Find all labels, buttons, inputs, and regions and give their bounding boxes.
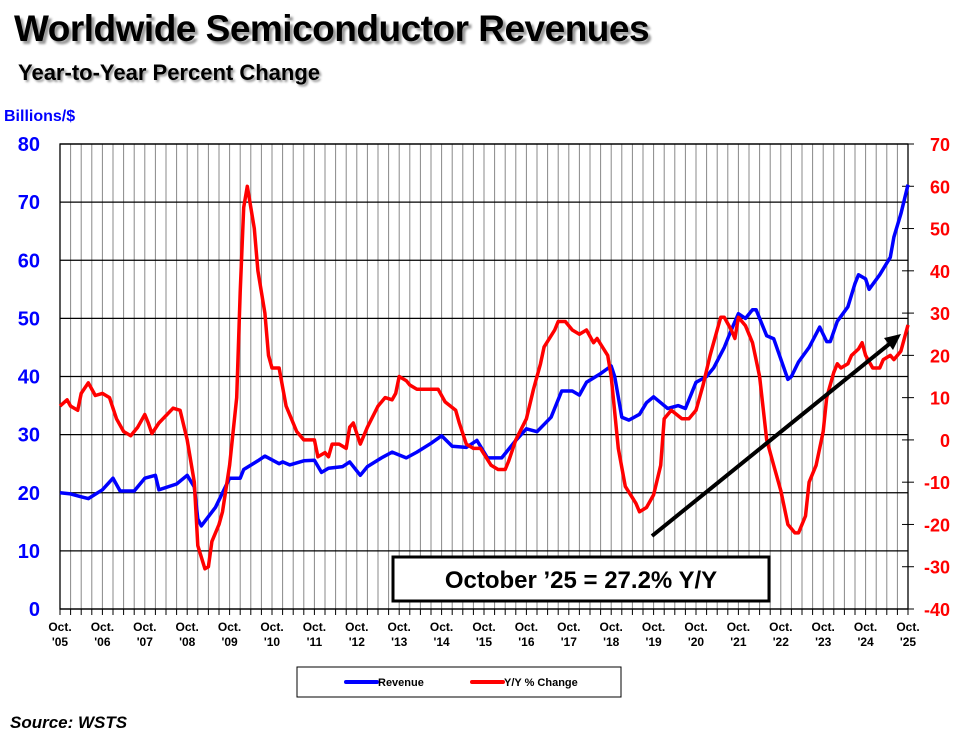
right-axis-tick-label: 10 — [930, 389, 950, 409]
left-axis-tick-label: 80 — [18, 134, 40, 156]
right-axis-tick-label: 50 — [930, 220, 950, 240]
right-axis-tick-label: 70 — [930, 135, 950, 155]
left-axis-tick-label: 10 — [18, 541, 40, 563]
x-axis-tick-label: Oct. '23 — [812, 620, 835, 649]
x-axis-tick-label: Oct. '17 — [557, 620, 580, 649]
right-axis-tick-label: 30 — [930, 304, 950, 324]
left-axis-tick-label: 30 — [18, 425, 40, 447]
chart-title: Worldwide Semiconductor Revenues — [14, 8, 650, 49]
left-axis-tick-label: 40 — [18, 367, 40, 389]
right-axis-tick-label: -10 — [924, 473, 950, 493]
x-axis-tick-label: Oct. '25 — [896, 620, 919, 649]
x-axis-tick-label: Oct. '06 — [91, 620, 114, 649]
axes: 0 10 20 30 40 50 60 70 80 -40 -30 -20 -10 0 10 20 30 40 50… — [18, 134, 950, 649]
yoy-change-line — [58, 184, 910, 571]
x-axis-tick-label: Oct. '14 — [430, 620, 453, 649]
right-axis-tick-label: 0 — [940, 431, 950, 451]
x-axis-tick-label: Oct. '15 — [472, 620, 495, 649]
right-axis-tick-label: 40 — [930, 262, 950, 282]
left-axis-tick-label: 20 — [18, 483, 40, 505]
annotation-text: October ’25 = 27.2% Y/Y — [445, 567, 717, 594]
x-axis-tick-label: Oct. '11 — [303, 620, 326, 649]
left-axis-tick-label: 0 — [29, 599, 40, 621]
plot-border — [59, 143, 909, 610]
grid — [59, 143, 909, 610]
left-axis-tick-label: 50 — [18, 308, 40, 330]
legend: Revenue Y/Y % Change — [296, 666, 622, 698]
x-axis-tick-label: Oct. '12 — [345, 620, 368, 649]
right-axis-tick-label: 60 — [930, 177, 950, 197]
trend-arrow-head — [884, 334, 901, 350]
trend-arrow — [650, 339, 895, 538]
x-axis-tick-label: Oct. '07 — [133, 620, 156, 649]
annotation-box — [391, 555, 771, 603]
right-axis-tick-label: 20 — [930, 346, 950, 366]
left-axis-label: Billions/$ — [4, 108, 75, 125]
right-axis-tick-label: -30 — [924, 558, 950, 578]
chart-subtitle: Year-to-Year Percent Change — [18, 60, 321, 85]
x-axis-tick-label: Oct. '13 — [388, 620, 411, 649]
left-axis-tick-label: 70 — [18, 192, 40, 214]
x-axis-tick-label: Oct. '21 — [727, 620, 750, 649]
right-axis-tick-label: -40 — [924, 600, 950, 620]
x-axis-tick-label: Oct. '05 — [48, 620, 71, 649]
legend-label-revenue: Revenue — [378, 677, 424, 689]
right-axis-tick-label: -20 — [924, 515, 950, 535]
legend-label-yoy: Y/Y % Change — [504, 677, 578, 689]
x-axis-tick-label: Oct. '18 — [600, 620, 623, 649]
x-axis-tick-label: Oct. '09 — [218, 620, 241, 649]
x-axis-tick-label: Oct. '10 — [260, 620, 283, 649]
revenue-line — [59, 184, 910, 528]
x-axis-tick-label: Oct. '20 — [684, 620, 707, 649]
x-axis-tick-label: Oct. '24 — [854, 620, 877, 649]
source-note: Source: WSTS — [10, 713, 128, 732]
x-axis-tick-label: Oct. '22 — [769, 620, 792, 649]
x-axis-tick-label: Oct. '08 — [176, 620, 199, 649]
x-axis-tick-label: Oct. '19 — [642, 620, 665, 649]
left-axis-tick-label: 60 — [18, 250, 40, 272]
series-lines — [58, 184, 910, 571]
x-axis-tick-label: Oct. '16 — [515, 620, 538, 649]
